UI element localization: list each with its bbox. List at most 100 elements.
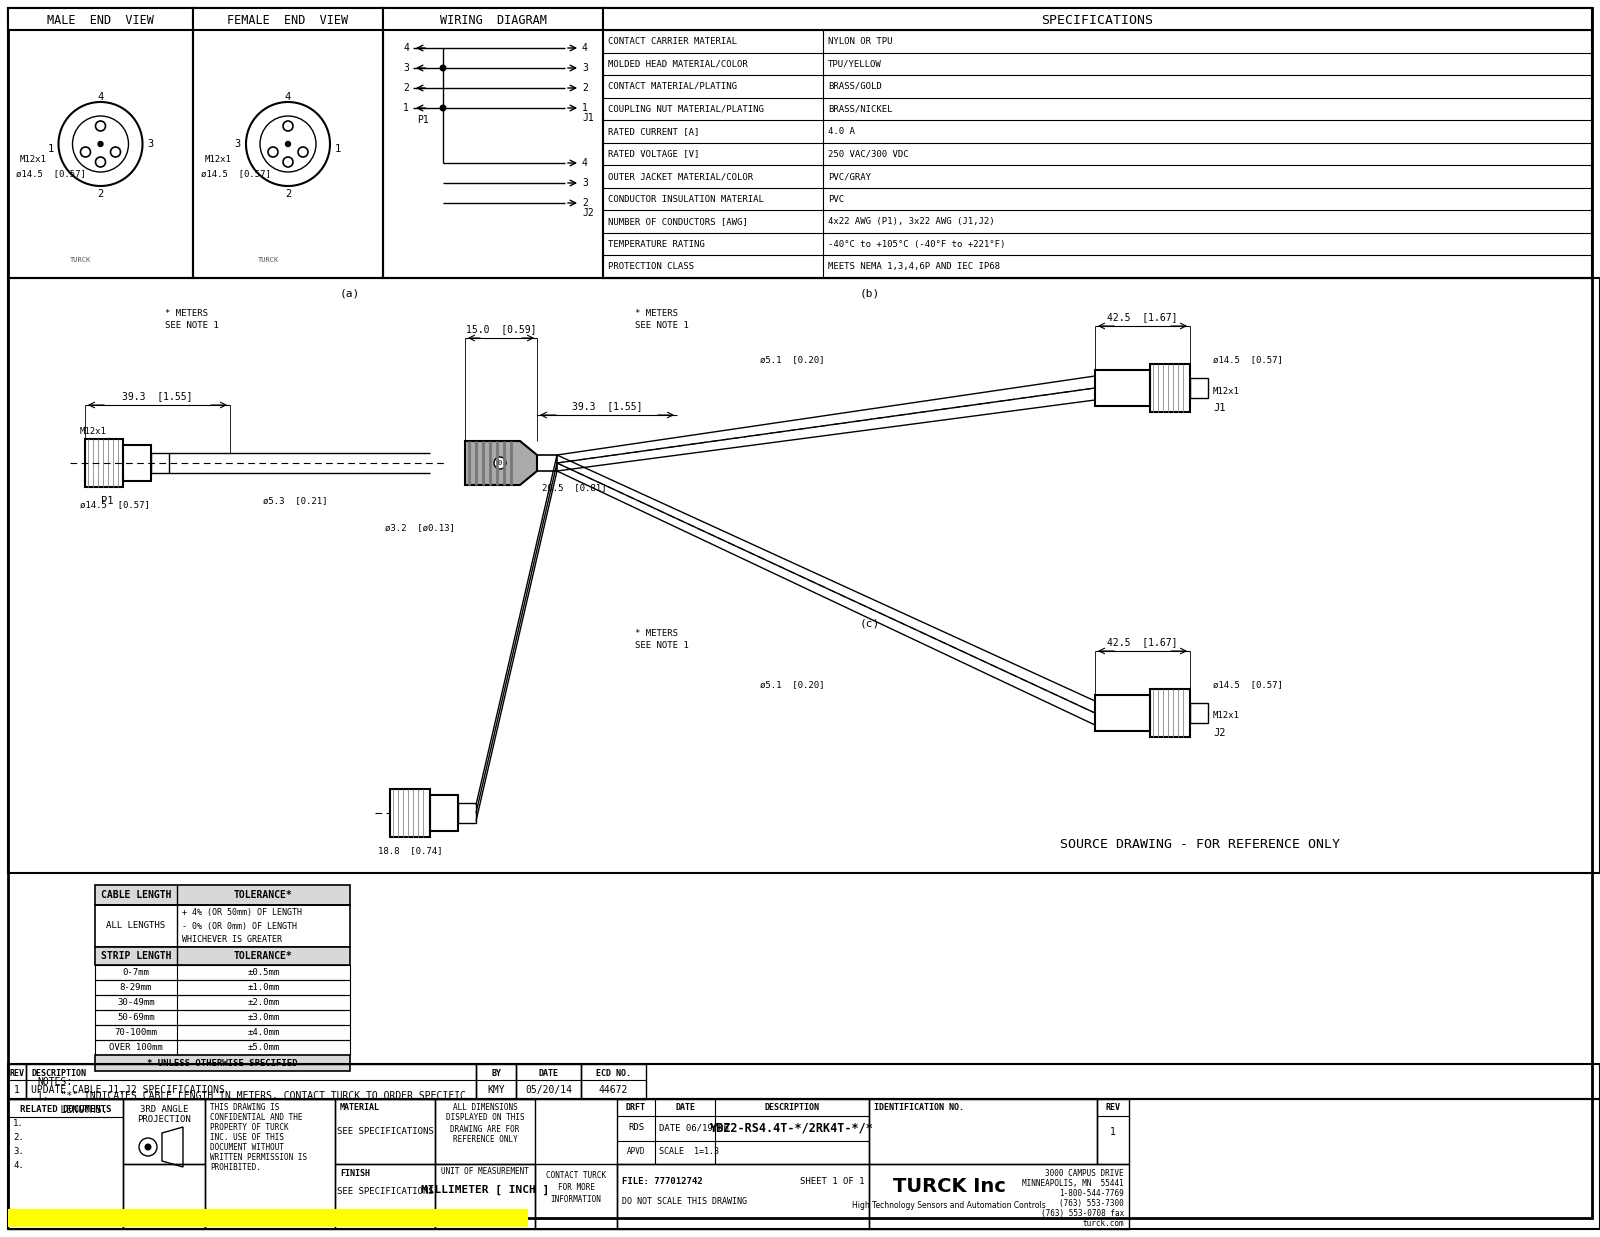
Text: 42.5  [1.67]: 42.5 [1.67] bbox=[1107, 312, 1178, 322]
Text: IDENTIFICATION NO.: IDENTIFICATION NO. bbox=[874, 1103, 963, 1112]
Bar bbox=[869, 1164, 1130, 1230]
Text: BY: BY bbox=[491, 1069, 501, 1077]
Text: TURCK: TURCK bbox=[258, 257, 278, 263]
Text: SCALE  1=1.3: SCALE 1=1.3 bbox=[659, 1147, 718, 1155]
Text: ±0.5mm: ±0.5mm bbox=[248, 969, 280, 977]
Text: FOR MORE: FOR MORE bbox=[557, 1184, 595, 1192]
Text: 3: 3 bbox=[147, 139, 154, 148]
Bar bbox=[94, 1040, 350, 1055]
Text: PVC/GRAY: PVC/GRAY bbox=[829, 172, 870, 181]
Bar bbox=[94, 948, 350, 965]
Text: 2: 2 bbox=[403, 83, 410, 93]
Bar bbox=[538, 455, 557, 471]
Circle shape bbox=[494, 456, 506, 469]
Text: SHEET 1 OF 1: SHEET 1 OF 1 bbox=[800, 1178, 864, 1186]
Bar bbox=[94, 1055, 350, 1071]
Text: * METERS: * METERS bbox=[635, 308, 678, 318]
Text: 50-69mm: 50-69mm bbox=[117, 1013, 155, 1022]
Text: KMY: KMY bbox=[486, 1085, 506, 1095]
Bar bbox=[1098, 1098, 1130, 1164]
Text: 2.: 2. bbox=[13, 1133, 24, 1142]
Text: INC. USE OF THIS: INC. USE OF THIS bbox=[210, 1133, 285, 1142]
Text: ø14.5  [0.57]: ø14.5 [0.57] bbox=[1213, 355, 1283, 365]
Text: 44672: 44672 bbox=[598, 1085, 629, 1095]
Text: 4: 4 bbox=[403, 43, 410, 53]
Bar bbox=[194, 7, 382, 30]
Text: DOCUMENT WITHOUT: DOCUMENT WITHOUT bbox=[210, 1143, 285, 1152]
Text: ALL LENGTHS: ALL LENGTHS bbox=[107, 922, 165, 930]
Text: 0: 0 bbox=[498, 460, 502, 466]
Text: + 4% (OR 50mm) OF LENGTH: + 4% (OR 50mm) OF LENGTH bbox=[182, 908, 302, 918]
Text: 4x22 AWG (P1), 3x22 AWG (J1,J2): 4x22 AWG (P1), 3x22 AWG (J1,J2) bbox=[829, 218, 995, 226]
Bar bbox=[515, 1064, 581, 1098]
Text: TOLERANCE*: TOLERANCE* bbox=[234, 951, 293, 961]
Text: NOTES:: NOTES: bbox=[37, 1077, 72, 1087]
Text: BRASS/GOLD: BRASS/GOLD bbox=[829, 82, 882, 90]
Text: MOLDED HEAD MATERIAL/COLOR: MOLDED HEAD MATERIAL/COLOR bbox=[608, 59, 747, 68]
Text: CONFIDENTIAL AND THE: CONFIDENTIAL AND THE bbox=[210, 1112, 302, 1122]
Text: 1: 1 bbox=[14, 1085, 19, 1095]
Text: 18.8  [0.74]: 18.8 [0.74] bbox=[378, 846, 443, 856]
Text: J1: J1 bbox=[1213, 403, 1226, 413]
Text: DATE: DATE bbox=[675, 1103, 694, 1112]
Bar bbox=[123, 445, 150, 481]
Bar bbox=[8, 1098, 1600, 1230]
Circle shape bbox=[144, 1143, 152, 1150]
Bar bbox=[390, 789, 430, 837]
Text: (b): (b) bbox=[859, 288, 880, 298]
Text: 3: 3 bbox=[235, 139, 242, 148]
Polygon shape bbox=[466, 442, 538, 485]
Text: 3000 CAMPUS DRIVE: 3000 CAMPUS DRIVE bbox=[1045, 1169, 1123, 1178]
Text: TURCK: TURCK bbox=[70, 257, 91, 263]
Bar bbox=[94, 1009, 350, 1025]
Text: M12x1: M12x1 bbox=[1213, 711, 1240, 720]
Text: ø14.5  [0.57]: ø14.5 [0.57] bbox=[16, 169, 86, 178]
Text: M12x1: M12x1 bbox=[80, 427, 107, 435]
Text: ø14.5  [0.57]: ø14.5 [0.57] bbox=[202, 169, 270, 178]
Text: RATED VOLTAGE [V]: RATED VOLTAGE [V] bbox=[608, 150, 699, 158]
Bar bbox=[94, 905, 350, 948]
Bar bbox=[194, 7, 382, 278]
Text: -40°C to +105°C (-40°F to +221°F): -40°C to +105°C (-40°F to +221°F) bbox=[829, 240, 1005, 249]
Text: (763) 553-7300: (763) 553-7300 bbox=[1059, 1199, 1123, 1209]
Text: DRAWING ARE FOR: DRAWING ARE FOR bbox=[450, 1124, 520, 1133]
Bar bbox=[94, 980, 350, 995]
Text: ø14.5  [0.57]: ø14.5 [0.57] bbox=[80, 501, 150, 510]
Text: * METERS: * METERS bbox=[165, 308, 208, 318]
Text: 4: 4 bbox=[285, 92, 291, 101]
Text: SEE NOTE 1: SEE NOTE 1 bbox=[165, 322, 219, 330]
Text: 3: 3 bbox=[582, 63, 587, 73]
Bar bbox=[435, 1098, 534, 1164]
Text: ±2.0mm: ±2.0mm bbox=[248, 998, 280, 1007]
Text: CONTACT CARRIER MATERIAL: CONTACT CARRIER MATERIAL bbox=[608, 37, 738, 46]
Text: NYLON OR TPU: NYLON OR TPU bbox=[829, 37, 893, 46]
Bar bbox=[1150, 689, 1190, 737]
Text: ECD NO.: ECD NO. bbox=[595, 1069, 630, 1077]
Text: SPECIFICATIONS: SPECIFICATIONS bbox=[1042, 14, 1154, 26]
Text: J1: J1 bbox=[582, 113, 594, 122]
Text: ø14.5  [0.57]: ø14.5 [0.57] bbox=[1213, 680, 1283, 689]
Text: INFORMATION: INFORMATION bbox=[550, 1195, 602, 1205]
Text: 70-100mm: 70-100mm bbox=[115, 1028, 157, 1037]
Text: ø5.1  [0.20]: ø5.1 [0.20] bbox=[760, 680, 824, 689]
Bar bbox=[477, 1064, 515, 1098]
Text: UPDATE CABLE J1,J2 SPECIFICATIONS: UPDATE CABLE J1,J2 SPECIFICATIONS bbox=[30, 1085, 226, 1095]
Circle shape bbox=[440, 64, 446, 72]
Circle shape bbox=[98, 141, 102, 146]
Text: CONTACT TURCK: CONTACT TURCK bbox=[546, 1171, 606, 1180]
Bar bbox=[8, 1064, 1600, 1098]
Bar bbox=[458, 803, 477, 823]
Text: (763) 553-0708 fax: (763) 553-0708 fax bbox=[1040, 1209, 1123, 1218]
Bar bbox=[205, 1098, 334, 1230]
Text: STRIP LENGTH: STRIP LENGTH bbox=[101, 951, 171, 961]
Text: Approved 05/28/2014, work order #55462 by L.H.: Approved 05/28/2014, work order #55462 b… bbox=[14, 1213, 275, 1223]
Text: 1: 1 bbox=[48, 143, 53, 153]
Text: 1: 1 bbox=[334, 143, 341, 153]
Text: turck.com: turck.com bbox=[1082, 1218, 1123, 1228]
Text: 4: 4 bbox=[582, 43, 587, 53]
Text: MEETS NEMA 1,3,4,6P AND IEC IP68: MEETS NEMA 1,3,4,6P AND IEC IP68 bbox=[829, 262, 1000, 271]
Text: 8-29mm: 8-29mm bbox=[120, 983, 152, 992]
Text: FILE: 777012742: FILE: 777012742 bbox=[622, 1178, 702, 1186]
Text: SOURCE DRAWING - FOR REFERENCE ONLY: SOURCE DRAWING - FOR REFERENCE ONLY bbox=[1059, 839, 1341, 851]
Text: APVD: APVD bbox=[627, 1147, 645, 1155]
